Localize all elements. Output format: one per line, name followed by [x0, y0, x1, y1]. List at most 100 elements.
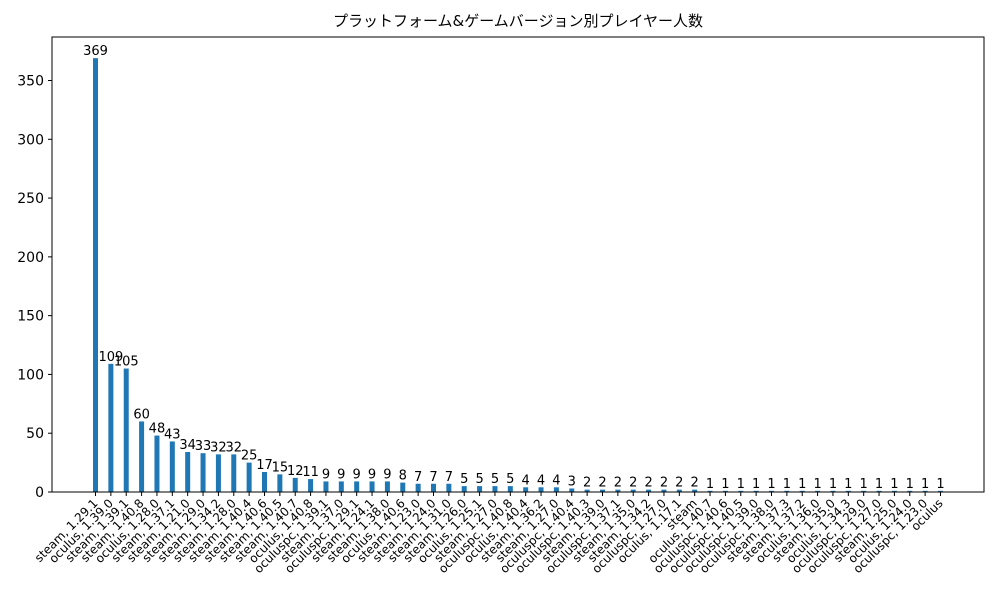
data-label: 5 [475, 472, 483, 487]
bar [369, 481, 375, 492]
bar [600, 489, 605, 492]
bar [661, 489, 667, 492]
bar [231, 454, 237, 492]
bar [753, 490, 759, 492]
data-label: 60 [133, 407, 150, 422]
bar [431, 483, 436, 492]
bar [262, 472, 267, 492]
chart-title: プラットフォーム&ゲームバージョン別プレイヤー人数 [333, 12, 703, 30]
bar [692, 489, 698, 492]
bar [93, 58, 98, 493]
bar [615, 489, 621, 492]
data-label: 1 [737, 477, 745, 492]
data-label: 8 [399, 469, 407, 484]
bar [507, 486, 513, 492]
bar [400, 482, 406, 492]
data-label: 1 [860, 477, 868, 492]
y-tick-label: 200 [17, 250, 44, 266]
data-label: 9 [322, 467, 330, 482]
data-label: 9 [337, 467, 345, 482]
data-label: 4 [552, 473, 560, 488]
y-tick-label: 300 [17, 132, 44, 148]
data-label: 2 [583, 476, 591, 491]
bar [738, 490, 744, 492]
data-label: 1 [936, 477, 944, 492]
bar [323, 481, 329, 492]
data-label: 43 [164, 427, 181, 442]
data-label: 32 [225, 440, 242, 455]
data-label: 9 [383, 467, 391, 482]
data-label: 9 [353, 467, 361, 482]
data-label: 5 [506, 472, 514, 487]
bar [308, 479, 314, 492]
bar [815, 490, 821, 492]
data-label: 2 [629, 476, 637, 491]
y-tick-label: 150 [17, 309, 44, 325]
data-label: 109 [98, 350, 123, 365]
data-label: 2 [675, 476, 683, 491]
bar [292, 477, 298, 492]
bar [722, 490, 728, 492]
bar [876, 490, 882, 492]
bar [630, 489, 636, 492]
bar [246, 462, 252, 492]
bar [584, 489, 590, 492]
bar [384, 481, 390, 492]
bar [185, 452, 191, 492]
data-label: 5 [460, 472, 468, 487]
data-label: 2 [614, 476, 622, 491]
bar [477, 486, 483, 492]
bar [891, 490, 897, 492]
data-label: 15 [272, 460, 289, 475]
data-label: 7 [429, 470, 437, 485]
data-label: 1 [875, 477, 883, 492]
bar [461, 486, 467, 492]
data-label: 1 [752, 477, 760, 492]
data-label: 1 [890, 477, 898, 492]
bar [553, 487, 559, 492]
bar [907, 490, 913, 492]
data-label: 2 [660, 476, 668, 491]
bar [646, 489, 652, 492]
data-label: 1 [829, 477, 837, 492]
bar [784, 490, 790, 492]
bar [139, 421, 145, 492]
bar [169, 441, 175, 492]
bars [93, 58, 943, 493]
data-label: 4 [522, 473, 530, 488]
data-label: 48 [149, 422, 166, 437]
data-label: 33 [195, 439, 212, 454]
bar [415, 483, 421, 492]
data-label: 1 [844, 477, 852, 492]
data-label: 1 [706, 477, 714, 492]
bar [922, 490, 928, 492]
data-label: 12 [287, 464, 304, 479]
data-label: 1 [813, 477, 821, 492]
data-label: 105 [114, 355, 139, 370]
y-tick-label: 50 [26, 426, 44, 442]
y-tick-label: 350 [17, 74, 44, 90]
data-label: 2 [598, 476, 606, 491]
bar [799, 490, 805, 492]
data-label: 17 [256, 458, 273, 473]
data-label: 1 [783, 477, 791, 492]
bar [845, 490, 851, 492]
bar [538, 487, 544, 492]
bar [154, 435, 160, 492]
bar [446, 483, 452, 492]
bar [707, 490, 713, 492]
bar [200, 453, 206, 492]
data-label: 4 [537, 473, 545, 488]
data-label: 2 [691, 476, 699, 491]
bar [830, 490, 836, 492]
data-label: 9 [368, 467, 376, 482]
data-label: 32 [210, 440, 227, 455]
bar [492, 486, 498, 492]
plot-frame [51, 36, 985, 493]
y-tick-label: 250 [17, 191, 44, 207]
data-label: 11 [302, 465, 319, 480]
bar [338, 481, 344, 492]
bar [523, 487, 529, 492]
